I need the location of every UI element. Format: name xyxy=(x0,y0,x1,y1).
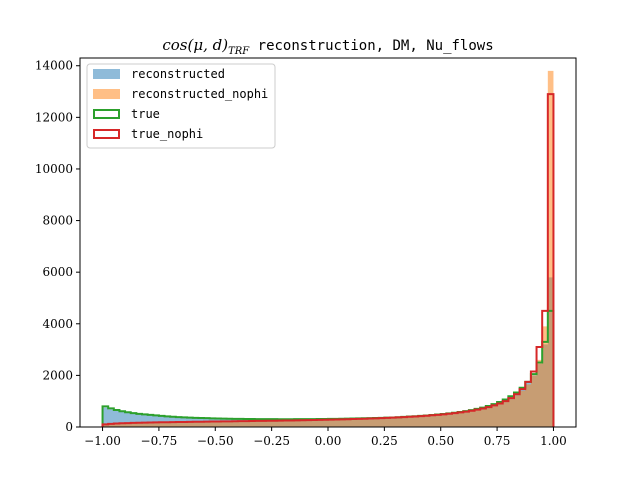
y-tick-label: 14000 xyxy=(35,59,73,73)
legend-swatch xyxy=(93,89,120,99)
y-axis: 0 2000 4000 6000 8000 10000 12000 14000 xyxy=(35,59,80,434)
y-tick-label: 0 xyxy=(65,420,73,434)
x-axis: −1.00 −0.75 −0.50 −0.25 0.00 0.25 0.50 0.75 1.00 xyxy=(84,427,567,448)
legend-item-true_nophi: true_nophi xyxy=(93,127,203,141)
x-tick-label: −0.25 xyxy=(253,434,290,448)
x-tick-label: 0.00 xyxy=(315,434,342,448)
legend-label: reconstructed xyxy=(131,67,225,81)
legend-label: reconstructed_nophi xyxy=(131,87,268,101)
y-tick-label: 10000 xyxy=(35,162,73,176)
legend-swatch xyxy=(93,109,120,119)
y-tick-label: 2000 xyxy=(42,368,73,382)
chart-title: cos(μ, d)TRF reconstruction, DM, Nu_flow… xyxy=(162,36,493,57)
legend-item-reconstructed: reconstructed xyxy=(93,67,225,81)
legend-label: true_nophi xyxy=(131,127,203,141)
legend-label: true xyxy=(131,107,160,121)
title-text: reconstruction, DM, Nu_flows xyxy=(249,38,493,54)
x-tick-label: 0.25 xyxy=(371,434,398,448)
x-tick-label: 0.75 xyxy=(484,434,511,448)
title-math-subscript: TRF xyxy=(228,46,250,57)
x-tick-label: −0.50 xyxy=(197,434,234,448)
y-tick-label: 12000 xyxy=(35,110,73,124)
y-tick-label: 8000 xyxy=(42,214,73,228)
x-tick-label: 1.00 xyxy=(540,434,567,448)
y-tick-label: 4000 xyxy=(42,317,73,331)
title-math: cos(μ, d) xyxy=(162,36,228,54)
series-true_nophi xyxy=(101,93,555,427)
x-tick-label: 0.50 xyxy=(427,434,454,448)
legend-item-reconstructed_nophi: reconstructed_nophi xyxy=(93,87,268,101)
series-layer xyxy=(101,70,555,427)
legend-swatch xyxy=(93,69,120,79)
hist-step-true_nophi xyxy=(101,93,555,427)
legend-item-true: true xyxy=(93,107,160,121)
legend-frame xyxy=(86,63,276,149)
x-tick-label: −0.75 xyxy=(141,434,178,448)
y-tick-label: 6000 xyxy=(42,265,73,279)
x-tick-label: −1.00 xyxy=(84,434,121,448)
legend-swatch xyxy=(93,129,120,139)
